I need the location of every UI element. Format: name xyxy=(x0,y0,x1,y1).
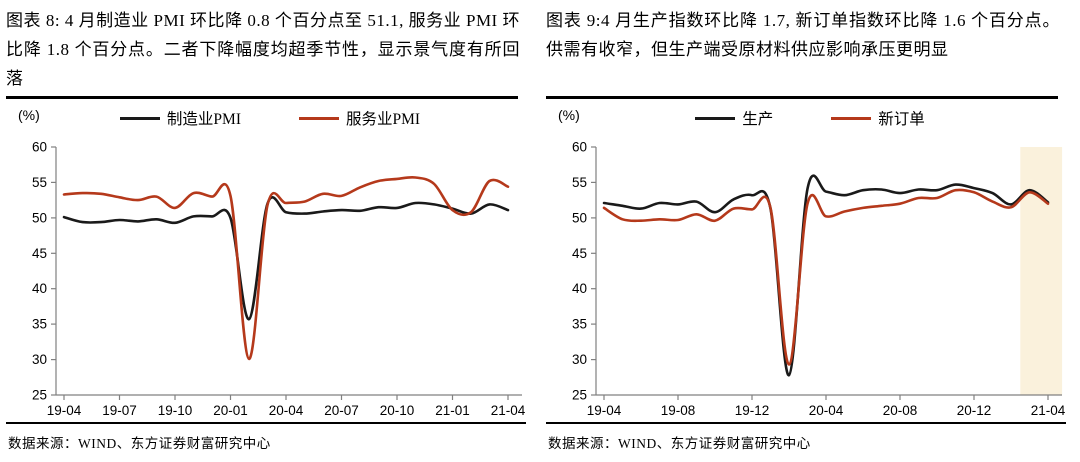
series-line-新订单 xyxy=(602,188,1050,366)
x-tick-label: 19-08 xyxy=(661,403,696,418)
y-tick-label: 45 xyxy=(572,246,587,261)
legend-item: 服务业PMI xyxy=(299,107,420,129)
figure-8-source: 数据来源：WIND、东方证券财富研究中心 xyxy=(8,436,271,451)
x-tick-label: 20-01 xyxy=(213,403,248,418)
x-tick-label: 20-08 xyxy=(883,403,918,418)
figure-9-panel: 图表 9:4 月生产指数环比降 1.7, 新订单指数环比降 1.6 个百分点。供… xyxy=(540,0,1080,462)
figure-8-legend-row: (%) 制造业PMI 服务业PMI xyxy=(6,99,534,137)
y-tick-label: 50 xyxy=(32,210,47,225)
legend-item: 制造业PMI xyxy=(119,107,241,129)
y-tick-label: 40 xyxy=(32,281,47,296)
y-tick-label: 50 xyxy=(572,210,587,225)
x-tick-label: 20-12 xyxy=(957,403,992,418)
x-tick-label: 19-04 xyxy=(587,403,622,418)
highlight-band xyxy=(1020,147,1063,395)
x-tick-label: 20-04 xyxy=(269,403,304,418)
y-axis-unit-label: (%) xyxy=(18,107,40,123)
figure-8-panel: 图表 8: 4 月制造业 PMI 环比降 0.8 个百分点至 51.1, 服务业… xyxy=(6,11,534,451)
y-tick-label: 60 xyxy=(572,140,587,155)
y-axis-unit-label: (%) xyxy=(558,107,580,123)
x-tick-label: 21-04 xyxy=(1031,403,1066,418)
figure-9-legend-row: (%) 生产 新订单 xyxy=(546,99,1074,137)
series-line-制造业PMI xyxy=(62,195,510,321)
figure-9-chart: 25 30 35 40 45 50 55 60 19-04 19-08 19-12 20-04 20-0… xyxy=(572,140,1066,419)
y-tick-label: 25 xyxy=(32,388,47,403)
y-tick-label: 55 xyxy=(572,175,587,190)
legend-label: 服务业PMI xyxy=(346,111,421,128)
legend-line-swatch xyxy=(299,116,339,120)
title-divider xyxy=(6,96,518,99)
legend-label: 制造业PMI xyxy=(166,111,241,128)
legend-label: 生产 xyxy=(742,111,774,128)
legend-line-swatch xyxy=(119,116,160,120)
x-tick-label: 19-04 xyxy=(47,403,82,418)
source-divider xyxy=(546,422,1066,424)
legend-item: 生产 xyxy=(695,107,773,129)
y-tick-label: 30 xyxy=(32,352,47,367)
figure-9-source: 数据来源：WIND、东方证券财富研究中心 xyxy=(548,436,811,451)
y-tick-label: 35 xyxy=(572,317,587,332)
source-divider xyxy=(6,422,526,424)
legend-item: 新订单 xyxy=(831,107,925,129)
figure-9-title: 图表 9:4 月生产指数环比降 1.7, 新订单指数环比降 1.6 个百分点。供… xyxy=(546,11,1060,59)
figure-8-chart: 25 30 35 40 45 50 55 60 19-04 19-07 19-10 20-01 20-0… xyxy=(32,140,526,419)
legend-line-swatch xyxy=(831,116,872,120)
y-tick-label: 30 xyxy=(572,352,587,367)
x-tick-label: 21-04 xyxy=(491,403,526,418)
figure-8-title: 图表 8: 4 月制造业 PMI 环比降 0.8 个百分点至 51.1, 服务业… xyxy=(6,11,520,88)
x-tick-label: 19-10 xyxy=(158,403,193,418)
x-tick-label: 21-01 xyxy=(435,403,470,418)
title-divider xyxy=(546,96,1058,99)
series-line-生产 xyxy=(602,174,1050,377)
series-line-服务业PMI xyxy=(62,175,510,361)
y-tick-label: 55 xyxy=(32,175,47,190)
x-tick-label: 19-12 xyxy=(735,403,770,418)
y-tick-label: 45 xyxy=(32,246,47,261)
y-tick-label: 35 xyxy=(32,317,47,332)
x-tick-label: 20-10 xyxy=(380,403,415,418)
y-tick-label: 60 xyxy=(32,140,47,155)
x-tick-label: 20-04 xyxy=(809,403,844,418)
y-tick-label: 40 xyxy=(572,281,587,296)
y-tick-label: 25 xyxy=(572,388,587,403)
x-tick-label: 20-07 xyxy=(324,403,359,418)
legend-line-swatch xyxy=(695,116,736,120)
x-tick-label: 19-07 xyxy=(102,403,137,418)
legend-label: 新订单 xyxy=(878,111,925,128)
